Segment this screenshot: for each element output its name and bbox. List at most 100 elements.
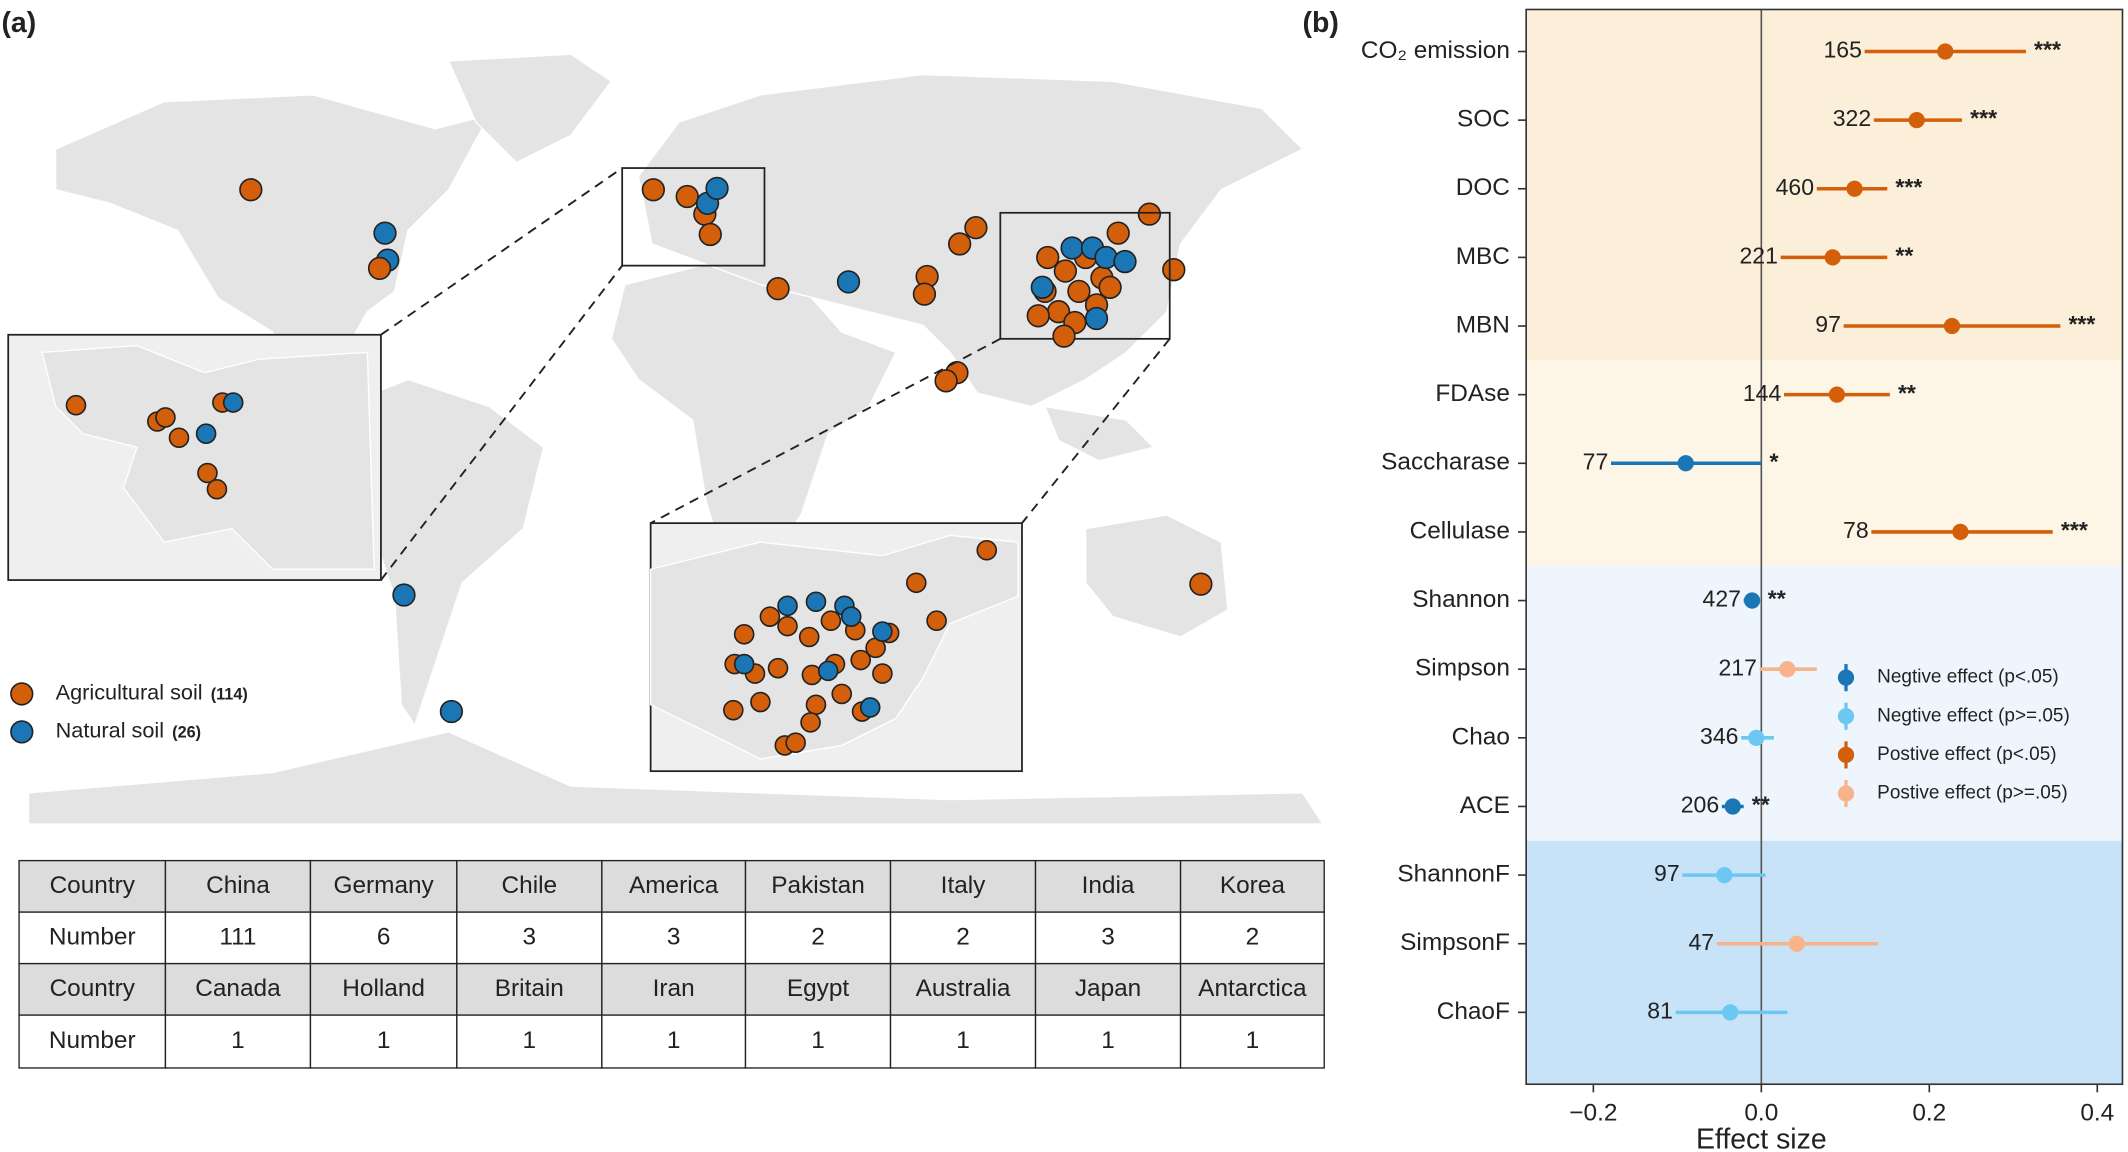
significance: *** — [2034, 37, 2061, 63]
effect-point — [1828, 386, 1846, 403]
category-label: Simpson — [1415, 655, 1510, 682]
table-text: 1 — [377, 1027, 391, 1054]
row-band — [1526, 566, 2123, 841]
significance: * — [1769, 448, 1778, 474]
sample-size: 206 — [1681, 792, 1719, 818]
table-text: Iran — [653, 975, 695, 1002]
legend-label: Postive effect (p>=.05) — [1877, 783, 2068, 804]
table-text: 2 — [1246, 923, 1260, 950]
legend-label: Natural soil — [56, 718, 164, 743]
effect-point — [1748, 729, 1765, 746]
table-text: Antarctica — [1198, 975, 1307, 1002]
sample-size: 97 — [1654, 860, 1680, 886]
table-cell — [1179, 859, 1325, 913]
table-text: 111 — [219, 923, 256, 950]
sample-size: 97 — [1815, 311, 1841, 337]
category-label: SimpsonF — [1400, 929, 1510, 956]
sample-size: 81 — [1647, 997, 1673, 1023]
effect-point — [1908, 112, 1925, 129]
table-text: Japan — [1075, 975, 1141, 1002]
legend-marker — [1837, 708, 1855, 725]
sample-size: 322 — [1833, 105, 1871, 131]
category-label: SOC — [1457, 106, 1510, 133]
category-label: ACE — [1460, 792, 1510, 819]
effect-point — [1943, 317, 1961, 335]
table-cell — [164, 911, 312, 965]
category-label: Saccharase — [1381, 449, 1510, 476]
table-text: Country — [50, 975, 136, 1002]
legend-count: (114) — [211, 686, 248, 704]
table-cell — [456, 1014, 603, 1069]
table-text: 1 — [811, 1027, 825, 1054]
table-text: 1 — [1246, 1027, 1260, 1054]
category-label: ShannonF — [1397, 861, 1510, 888]
table-cell — [18, 962, 167, 1016]
significance: ** — [1768, 586, 1786, 612]
significance: ** — [1898, 380, 1916, 406]
map-legend: Agricultural soil (114) Natural soil (26) — [10, 680, 248, 744]
table-cell — [889, 1014, 1037, 1069]
table-text: Canada — [195, 975, 281, 1002]
effect-point — [1952, 523, 1969, 541]
legend-marker — [10, 720, 34, 744]
sample-size: 221 — [1739, 242, 1777, 268]
panel-label: (a) — [1, 7, 36, 39]
table-text: 2 — [811, 923, 825, 950]
effect-point — [1677, 455, 1694, 472]
legend-label: Negtive effect (p>=.05) — [1877, 705, 2070, 726]
sample-size: 78 — [1843, 517, 1869, 543]
sample-size: 346 — [1700, 723, 1738, 749]
category-label: DOC — [1456, 174, 1510, 201]
category-label: ChaoF — [1437, 998, 1510, 1025]
legend-count: (26) — [172, 724, 201, 742]
table-cell — [456, 911, 603, 965]
significance: *** — [2061, 517, 2088, 543]
table-cell — [1034, 859, 1182, 913]
table-text: 2 — [956, 923, 970, 950]
row-band — [1526, 840, 2123, 1085]
table-cell — [309, 1014, 458, 1069]
table-text: Number — [49, 1027, 136, 1054]
table-cell — [889, 962, 1037, 1016]
table-text: 1 — [1101, 1027, 1115, 1054]
table-cell — [1179, 911, 1325, 965]
table-cell — [744, 1014, 892, 1069]
sample-size: 427 — [1703, 586, 1741, 612]
table-text: Germany — [334, 872, 435, 899]
table-text: Pakistan — [771, 872, 865, 899]
forest-plot: −0.2 0.0 0.2 0.4 Effect size CO₂ emission 165 *… — [1361, 8, 2124, 1152]
effect-point — [1722, 1004, 1739, 1021]
table-text: 3 — [523, 923, 537, 950]
table-cell — [601, 911, 747, 965]
table-text: 1 — [523, 1027, 537, 1054]
legend-marker — [1837, 669, 1855, 686]
table-cell — [309, 911, 458, 965]
table-cell — [164, 859, 312, 913]
x-tick-label: −0.2 — [1569, 1099, 1617, 1126]
significance: *** — [2068, 311, 2095, 337]
category-label: MBC — [1456, 243, 1510, 270]
table-cell — [309, 859, 458, 913]
legend-label: Agricultural soil — [56, 680, 203, 705]
significance: ** — [1895, 242, 1913, 268]
table-cell — [889, 859, 1037, 913]
effect-point — [1716, 866, 1733, 884]
country-table: Country China Germany Chile America Pakistan I… — [18, 859, 1325, 1069]
table-text: Britain — [495, 975, 564, 1002]
table-cell — [456, 859, 603, 913]
table-text: Country — [50, 872, 136, 899]
table-text: China — [206, 872, 270, 899]
legend-marker — [1837, 785, 1855, 802]
table-cell — [601, 1014, 747, 1069]
legend-label: Postive effect (p<.05) — [1877, 744, 2056, 765]
table-text: Chile — [502, 872, 558, 899]
sample-size: 47 — [1688, 929, 1714, 955]
sample-size: 217 — [1718, 654, 1756, 680]
effect-point — [1937, 43, 1954, 60]
table-cell — [18, 1014, 167, 1069]
table-cell — [309, 962, 458, 1016]
x-tick-label: 0.2 — [1912, 1099, 1946, 1126]
table-cell — [1034, 911, 1182, 965]
table-cell — [164, 1014, 312, 1069]
table-text: 1 — [956, 1027, 970, 1054]
